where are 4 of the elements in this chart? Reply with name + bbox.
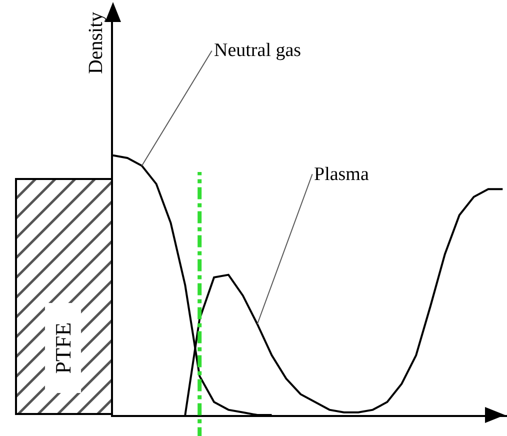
y-axis-title: Density xyxy=(85,12,108,74)
hatched-block: PTFE xyxy=(15,178,113,415)
text: Neutral gas xyxy=(214,40,302,61)
text: Plasma xyxy=(314,164,370,185)
